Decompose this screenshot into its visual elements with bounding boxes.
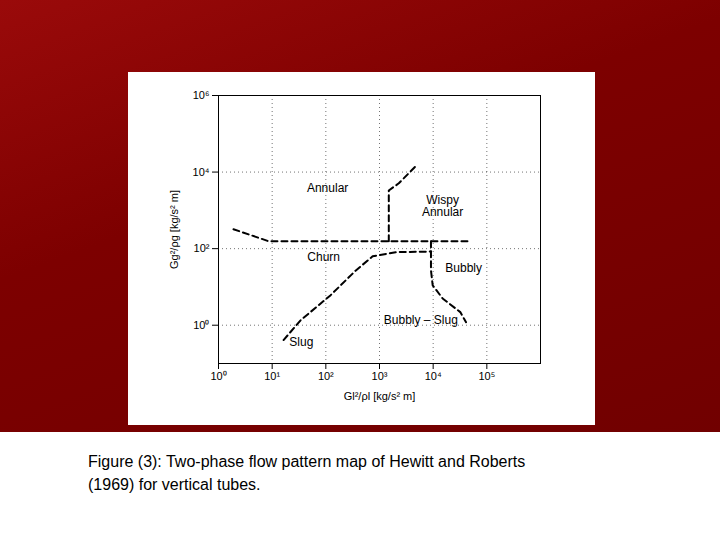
svg-text:10⁶: 10⁶ <box>193 89 210 101</box>
svg-text:10⁵: 10⁵ <box>478 370 495 382</box>
svg-text:Bubbly – Slug: Bubbly – Slug <box>384 313 458 327</box>
svg-text:10⁴: 10⁴ <box>425 370 442 382</box>
svg-text:10³: 10³ <box>372 370 388 382</box>
svg-text:Bubbly: Bubbly <box>445 261 482 275</box>
svg-text:10¹: 10¹ <box>264 370 280 382</box>
html-text:Figure (3): Two-phase flow pat: Figure (3): Two-phase flow pattern map o… <box>88 453 526 493</box>
svg-text:Gg²/ρg [kg/s² m]: Gg²/ρg [kg/s² m] <box>168 190 180 269</box>
svg-text:Gl²/ρl [kg/s² m]: Gl²/ρl [kg/s² m] <box>344 390 416 402</box>
svg-text:10⁰: 10⁰ <box>193 319 209 331</box>
svg-text:Annular: Annular <box>307 181 348 195</box>
svg-text:Churn: Churn <box>307 250 340 264</box>
svg-text:10⁴: 10⁴ <box>193 166 210 178</box>
svg-text:10²: 10² <box>194 242 210 254</box>
svg-text:10⁰: 10⁰ <box>210 370 226 382</box>
svg-text:WispyAnnular: WispyAnnular <box>422 193 463 219</box>
svg-text:10²: 10² <box>318 370 334 382</box>
svg-text:Slug: Slug <box>289 335 313 349</box>
